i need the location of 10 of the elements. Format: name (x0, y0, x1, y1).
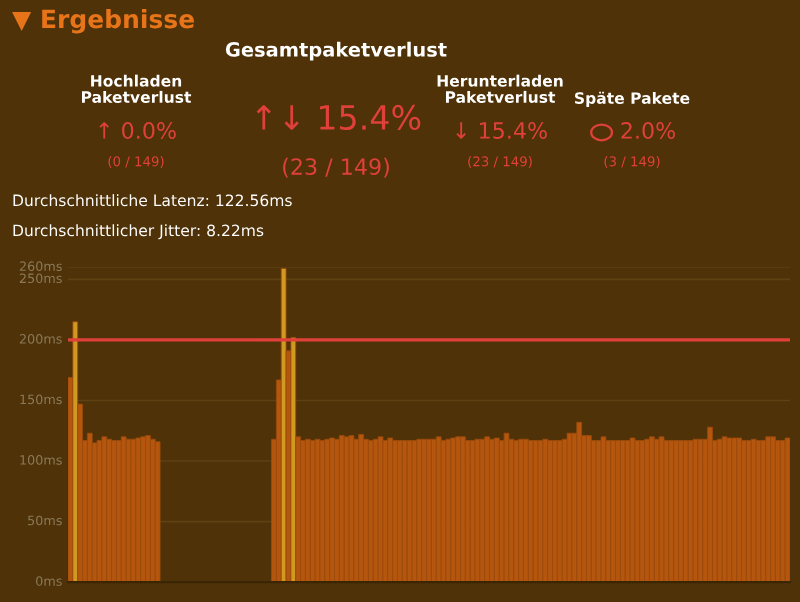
chart-title: ▼ Ergebnisse (12, 9, 194, 34)
bar (154, 441, 161, 583)
text: ↓ 15.4% (456, 122, 547, 139)
text: (23 / 149) (283, 157, 389, 178)
text: 2.0% (621, 122, 675, 139)
text: Gesamtpaketverlust (225, 41, 447, 61)
bar (72, 321, 79, 583)
text: ↑ 0.0% (99, 122, 176, 139)
text: ↑↓ 15.4% (256, 104, 421, 131)
bar (784, 437, 790, 583)
